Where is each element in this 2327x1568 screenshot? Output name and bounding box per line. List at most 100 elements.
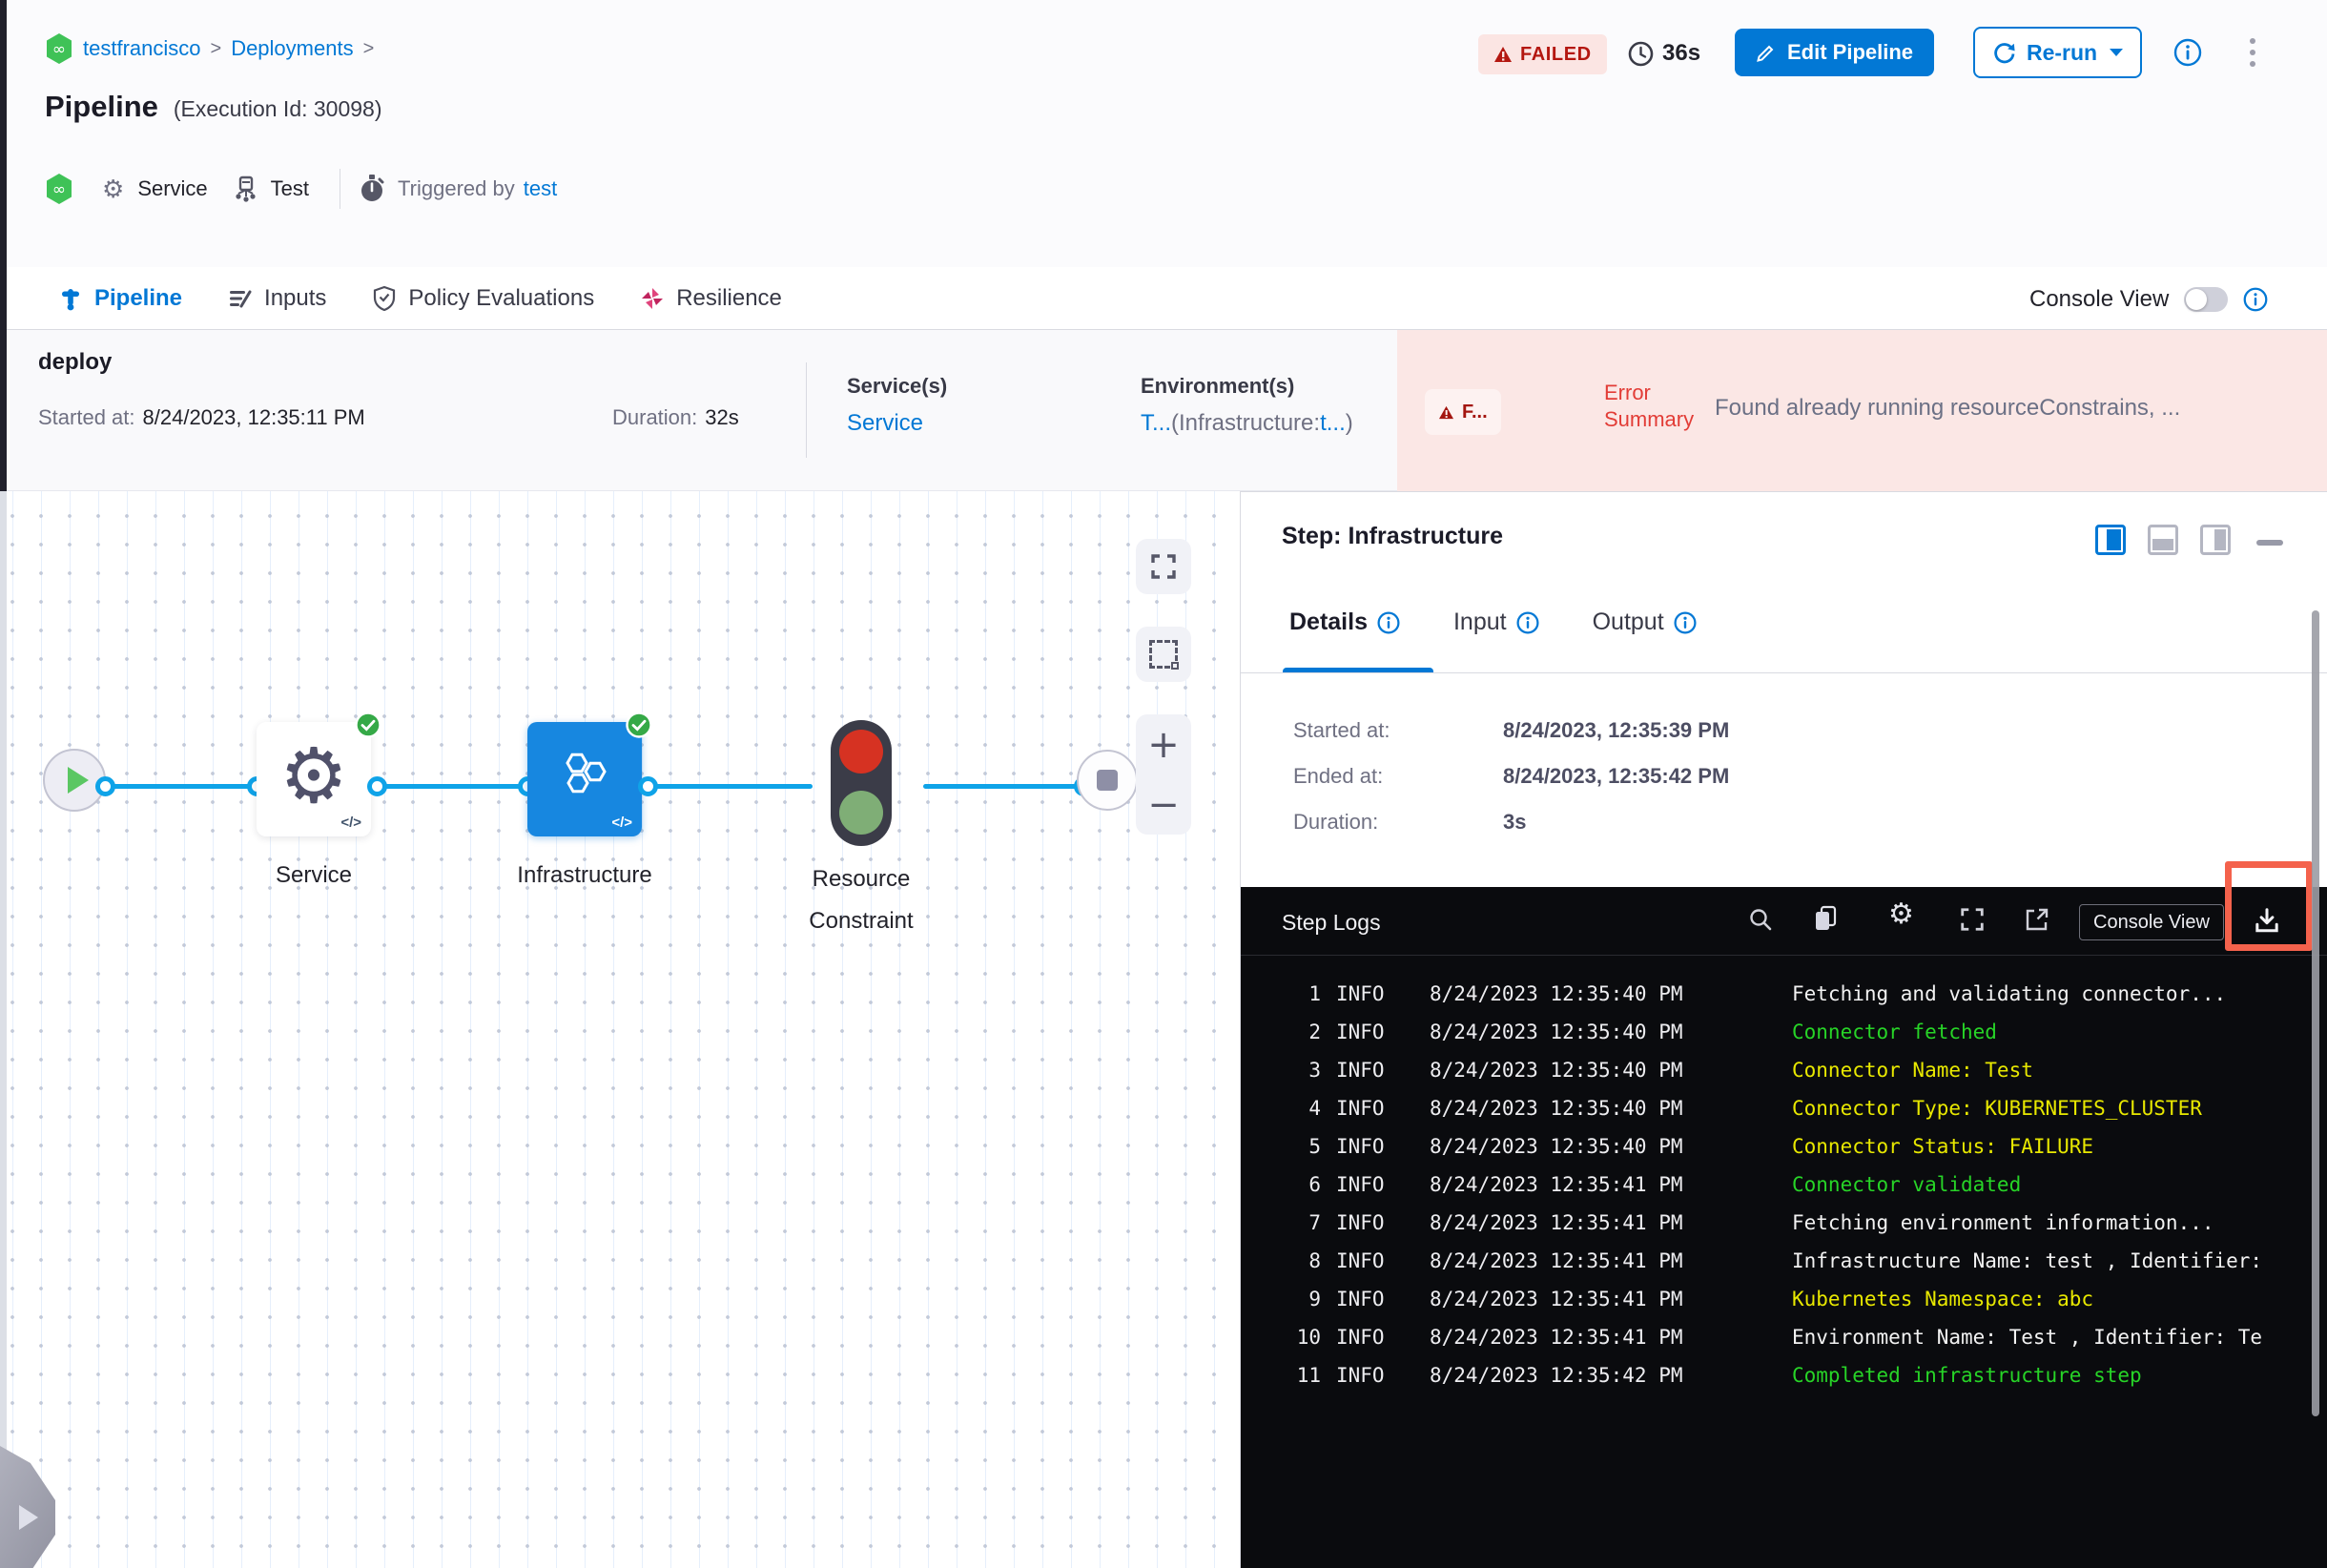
- node-infrastructure[interactable]: </>: [527, 712, 652, 836]
- info-icon[interactable]: [1674, 610, 1697, 634]
- tab-policy-evaluations[interactable]: Policy Evaluations: [372, 267, 594, 329]
- zoom-in-button[interactable]: +: [1136, 714, 1191, 774]
- log-rows: 1 INFO 8/24/2023 12:35:40 PM Fetching and v…: [1241, 975, 2327, 1394]
- duration-value: 32s: [705, 405, 739, 429]
- svg-text:∞: ∞: [52, 40, 66, 59]
- detail-row: Duration: 3s: [1293, 799, 2056, 845]
- log-row: 10 INFO 8/24/2023 12:35:41 PM Environment N…: [1241, 1318, 2327, 1356]
- graph-end-node[interactable]: [1077, 750, 1138, 811]
- active-detail-tab-underline: [1283, 668, 1433, 673]
- log-message: Kubernetes Namespace: abc: [1792, 1288, 2094, 1310]
- tab-output[interactable]: Output: [1593, 609, 1697, 636]
- duration-label: Duration:: [612, 405, 698, 429]
- cd-module-icon: ∞: [47, 174, 72, 204]
- log-row: 5 INFO 8/24/2023 12:35:40 PM Connector Stat…: [1241, 1127, 2327, 1166]
- step-logs-title: Step Logs: [1282, 910, 1381, 935]
- search-icon[interactable]: [1747, 906, 1774, 933]
- triggered-by-label: Triggered by: [398, 176, 515, 200]
- log-header-divider: [1241, 955, 2327, 956]
- tab-details[interactable]: Details: [1289, 609, 1400, 636]
- warning-triangle-icon: [1439, 405, 1453, 419]
- log-row: 1 INFO 8/24/2023 12:35:40 PM Fetching and v…: [1241, 975, 2327, 1013]
- node-label-resource-constraint: Resource Constraint: [809, 866, 914, 934]
- download-logs-icon[interactable]: [2253, 906, 2281, 935]
- environment-icon: [236, 175, 256, 202]
- tabs: Pipeline Inputs Policy Evaluations: [58, 267, 782, 329]
- stop-icon: [1097, 770, 1118, 791]
- elapsed-time: 36s: [1628, 40, 1700, 67]
- environment-name-link[interactable]: T...: [1141, 410, 1172, 436]
- log-level: INFO: [1336, 1249, 1385, 1272]
- log-row: 11 INFO 8/24/2023 12:35:42 PM Completed inf…: [1241, 1356, 2327, 1394]
- info-icon[interactable]: [1377, 610, 1400, 634]
- infrastructure-hexagons-icon: [566, 753, 607, 794]
- service-link[interactable]: Service: [847, 410, 924, 436]
- tab-input[interactable]: Input: [1453, 609, 1539, 636]
- breadcrumb-deployments-link[interactable]: Deployments: [231, 36, 354, 60]
- layout-right-view-icon[interactable]: [2095, 525, 2126, 555]
- log-level: INFO: [1336, 1288, 1385, 1310]
- warning-triangle-icon: [1494, 47, 1512, 62]
- info-icon[interactable]: [1516, 610, 1539, 634]
- breadcrumb: ∞ testfrancisco > Deployments >: [45, 32, 374, 65]
- layout-bottom-view-icon[interactable]: [2148, 525, 2178, 555]
- rerun-button[interactable]: Re-run: [1973, 27, 2143, 78]
- detail-label: Started at:: [1293, 718, 1390, 742]
- environment-close-paren: ): [1345, 410, 1353, 436]
- log-message: Connector fetched: [1792, 1021, 1997, 1043]
- log-message: Connector Type: KUBERNETES_CLUSTER: [1792, 1097, 2202, 1120]
- breadcrumb-project-link[interactable]: testfrancisco: [83, 36, 201, 60]
- node-service[interactable]: ⚙ </>: [257, 712, 381, 836]
- minimize-panel-icon[interactable]: [2256, 540, 2283, 546]
- log-line-number: 11: [1296, 1364, 1321, 1387]
- copy-icon[interactable]: [1812, 904, 1839, 933]
- page-title: Pipeline: [45, 90, 158, 123]
- canvas-select-region-button[interactable]: [1136, 627, 1191, 682]
- node-label-service: Service: [275, 862, 353, 888]
- collapsed-nav-rail: [0, 0, 7, 491]
- settings-gear-icon[interactable]: ⚙: [1888, 898, 1914, 930]
- triggered-by-user-link[interactable]: test: [523, 176, 558, 200]
- log-line-number: 5: [1308, 1135, 1321, 1158]
- detail-label: Ended at:: [1293, 764, 1384, 788]
- status-badge-label: FAILED: [1520, 43, 1592, 65]
- node-resource-constraint[interactable]: [831, 720, 892, 846]
- chevron-right-icon: [19, 1505, 38, 1530]
- service-name[interactable]: Service: [137, 176, 208, 200]
- edit-pipeline-button[interactable]: Edit Pipeline: [1735, 29, 1935, 76]
- started-at-value: 8/24/2023, 12:35:11 PM: [142, 405, 365, 429]
- stage-name[interactable]: deploy: [38, 349, 113, 375]
- environment-name[interactable]: Test: [270, 176, 310, 200]
- status-badge: FAILED: [1478, 34, 1607, 74]
- step-detail-rows: Started at: 8/24/2023, 12:35:39 PM Ended a…: [1293, 708, 2056, 845]
- log-level: INFO: [1336, 1021, 1385, 1043]
- canvas-fullscreen-button[interactable]: [1136, 539, 1191, 594]
- environment-infra-link[interactable]: t...: [1320, 410, 1346, 436]
- more-options-menu-icon[interactable]: [2246, 34, 2259, 71]
- info-icon[interactable]: [2173, 38, 2202, 67]
- pipeline-icon: [62, 288, 79, 310]
- log-message: Environment Name: Test , Identifier: Te: [1792, 1326, 2263, 1349]
- console-view-button[interactable]: Console View: [2079, 904, 2224, 940]
- zoom-out-button[interactable]: −: [1136, 774, 1191, 835]
- tab-resilience[interactable]: Resilience: [640, 267, 782, 329]
- stage-started-at: Started at: 8/24/2023, 12:35:11 PM: [38, 405, 365, 430]
- open-in-new-icon[interactable]: [2024, 906, 2050, 933]
- log-level: INFO: [1336, 1211, 1385, 1234]
- panel-scrollbar[interactable]: [2312, 610, 2319, 1416]
- graph-port: [367, 776, 387, 796]
- console-view-control: Console View: [2029, 286, 2268, 313]
- fullscreen-icon[interactable]: [1959, 906, 1986, 933]
- layout-minimized-view-icon[interactable]: [2200, 525, 2231, 555]
- console-view-toggle[interactable]: [2184, 287, 2229, 312]
- tab-inputs[interactable]: Inputs: [228, 267, 326, 329]
- step-detail-tabs: Details Input Output: [1289, 609, 1697, 636]
- code-template-icon: </>: [611, 815, 632, 831]
- error-badge-label: F...: [1462, 401, 1488, 423]
- info-icon[interactable]: [2243, 287, 2268, 312]
- tab-pipeline[interactable]: Pipeline: [58, 267, 182, 329]
- pipeline-meta-row: ∞ ⚙ Service Test Triggered by test: [45, 168, 557, 210]
- pipeline-graph-canvas[interactable]: [7, 491, 1240, 1568]
- detail-row: Started at: 8/24/2023, 12:35:39 PM: [1293, 708, 2056, 753]
- log-line-number: 3: [1308, 1059, 1321, 1082]
